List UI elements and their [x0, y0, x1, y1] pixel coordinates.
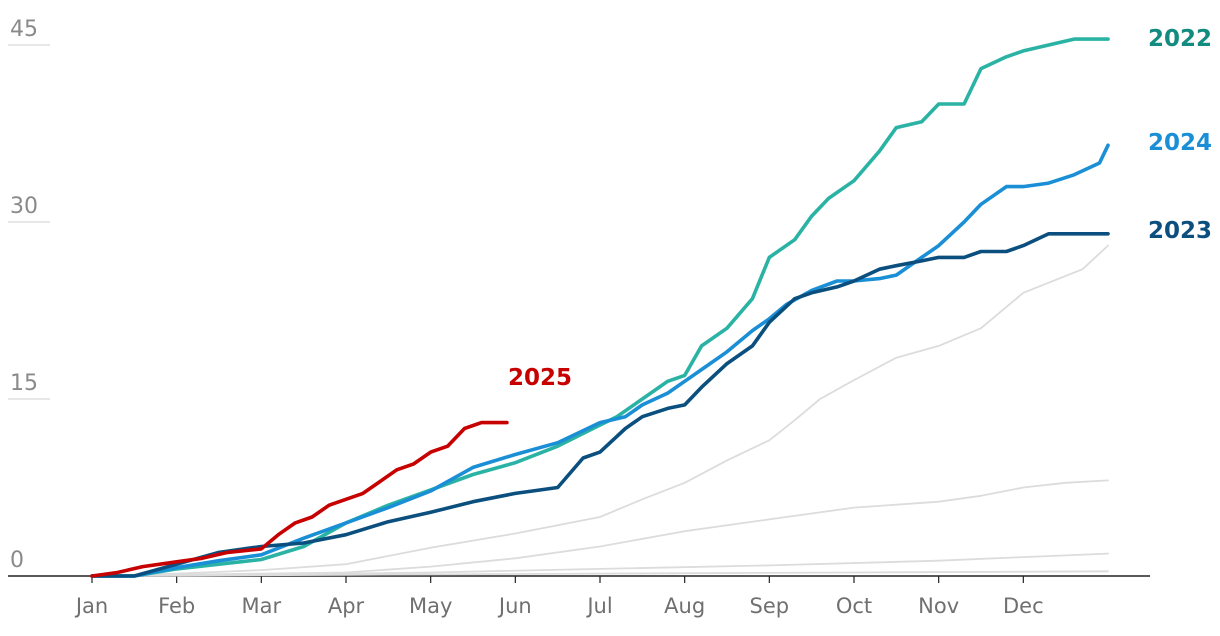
y-tick-label: 0 [10, 548, 24, 573]
x-tick-label: Jun [497, 594, 532, 618]
x-tick-label: Jul [585, 594, 612, 618]
y-tick-label: 15 [10, 371, 38, 396]
series-line-other-year [91, 244, 1109, 577]
x-tick-label: Sep [750, 594, 790, 618]
x-tick-label: Dec [1003, 594, 1044, 618]
x-tick-label: Jan [74, 594, 108, 618]
series-label-2025: 2025 [508, 365, 572, 391]
x-tick-label: Mar [242, 594, 282, 618]
series-line-2025 [90, 420, 509, 578]
series-label-2023: 2023 [1148, 218, 1212, 244]
y-tick-label: 45 [10, 17, 38, 42]
x-tick-label: Aug [664, 594, 705, 618]
series-label-2022: 2022 [1148, 26, 1212, 52]
series-line-2022 [90, 37, 1110, 578]
series-line-2023 [90, 232, 1110, 578]
x-tick-label: May [409, 594, 452, 618]
x-tick-label: Apr [328, 594, 365, 618]
x-axis-ticks: Jan Feb Mar Apr May Jun Jul Aug Sep Oct Nov Dec [74, 576, 1044, 618]
y-axis-ticks: 0 15 30 45 [10, 17, 38, 573]
series-lines [90, 37, 1110, 578]
series-label-2024: 2024 [1148, 130, 1212, 156]
series-line-2024 [90, 143, 1110, 578]
series-line-other-year [91, 570, 1109, 577]
y-tick-label: 30 [10, 194, 38, 219]
series-labels: 2022 2024 2023 2025 [508, 26, 1212, 391]
x-tick-label: Nov [918, 594, 959, 618]
x-tick-label: Oct [836, 594, 872, 618]
series-line-other-year [91, 479, 1109, 577]
x-tick-label: Feb [158, 594, 195, 618]
